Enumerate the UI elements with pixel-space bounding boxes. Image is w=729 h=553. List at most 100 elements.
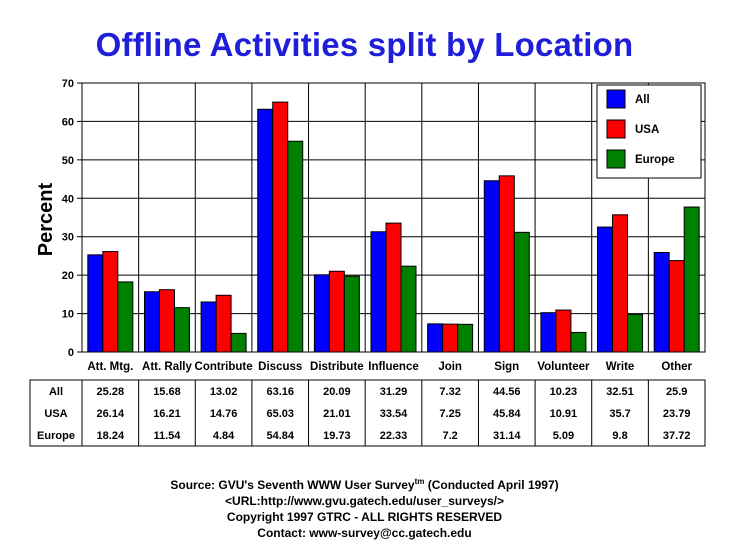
x-tick-label: Write bbox=[606, 361, 635, 373]
table-cell: 25.28 bbox=[97, 386, 125, 398]
legend-label-europe: Europe bbox=[635, 154, 675, 166]
table-cell: 18.24 bbox=[97, 430, 125, 442]
bar-europe bbox=[570, 331, 587, 353]
contact-line: Contact: www-survey@cc.gatech.edu bbox=[257, 526, 472, 540]
x-tick-label: Influence bbox=[368, 361, 418, 373]
table-cell: 9.8 bbox=[612, 430, 627, 442]
table-cell: 45.84 bbox=[493, 408, 521, 420]
x-tick-label: Sign bbox=[494, 361, 519, 373]
table-cell: 10.91 bbox=[550, 408, 578, 420]
bar-all bbox=[257, 108, 274, 353]
table-cell: 14.76 bbox=[210, 408, 238, 420]
chart-title: Offline Activities split by Location bbox=[95, 26, 634, 63]
table-cell: 35.7 bbox=[609, 408, 630, 420]
bar-europe bbox=[627, 313, 644, 353]
bar-europe bbox=[400, 265, 417, 353]
y-axis-title: Percent bbox=[35, 182, 57, 256]
table-cell: 19.73 bbox=[323, 430, 351, 442]
bar-europe bbox=[683, 206, 700, 353]
legend-swatch-europe bbox=[606, 149, 626, 169]
table-cell: 65.03 bbox=[266, 408, 294, 420]
table-cell: 16.21 bbox=[153, 408, 181, 420]
table-cell: 63.16 bbox=[266, 386, 294, 398]
copyright-line: Copyright 1997 GTRC - ALL RIGHTS RESERVE… bbox=[226, 510, 503, 524]
table-cell: 32.51 bbox=[606, 386, 634, 398]
bar-usa bbox=[612, 214, 629, 353]
bar-usa bbox=[668, 260, 685, 353]
table-cell: 10.23 bbox=[550, 386, 578, 398]
bar-europe bbox=[230, 332, 247, 353]
table-cell: 23.79 bbox=[663, 408, 691, 420]
table-row-label: Europe bbox=[37, 430, 75, 442]
y-tick-label: 10 bbox=[62, 309, 74, 321]
bar-usa bbox=[442, 323, 459, 353]
y-tick-label: 60 bbox=[62, 116, 74, 128]
x-tick-label: Volunteer bbox=[537, 361, 590, 373]
bar-usa bbox=[158, 289, 175, 353]
table-cell: 26.14 bbox=[97, 408, 125, 420]
y-tick-label: 70 bbox=[62, 78, 74, 90]
y-tick-label: 50 bbox=[62, 155, 74, 167]
table-cell: 4.84 bbox=[213, 430, 235, 442]
table-cell: 21.01 bbox=[323, 408, 351, 420]
bar-all bbox=[540, 312, 557, 353]
bar-usa bbox=[102, 251, 119, 353]
trademark-mark: tm bbox=[414, 477, 425, 486]
legend-label-all: All bbox=[635, 94, 650, 106]
y-tick-label: 30 bbox=[62, 232, 74, 244]
y-tick-label: 40 bbox=[62, 193, 74, 205]
x-tick-label: Discuss bbox=[258, 361, 302, 373]
bar-chart: 0 10 20 30 40 50 60 70 Att. Mtg. Att. Rally Contri… bbox=[29, 78, 706, 447]
source-line: Source: GVU's Seventh WWW User Surveytm … bbox=[0, 474, 729, 493]
source-text: Source: GVU's Seventh WWW User Survey bbox=[170, 478, 415, 492]
source-url: <URL:http://www.gvu.gatech.edu/user_surv… bbox=[225, 494, 504, 508]
table-cell: 31.14 bbox=[493, 430, 521, 442]
bar-europe bbox=[343, 275, 360, 353]
bar-usa bbox=[215, 294, 232, 353]
table-cell: 44.56 bbox=[493, 386, 521, 398]
data-table-frame bbox=[29, 379, 706, 447]
y-tick-label: 0 bbox=[68, 347, 74, 359]
x-tick-label: Distribute bbox=[310, 361, 364, 373]
bar-usa bbox=[385, 222, 402, 353]
table-cell: 25.9 bbox=[666, 386, 687, 398]
plot-frame bbox=[81, 82, 706, 353]
bar-all bbox=[143, 291, 160, 353]
legend-label-usa: USA bbox=[635, 124, 659, 136]
bar-all bbox=[313, 274, 330, 353]
table-cell: 11.54 bbox=[153, 430, 181, 442]
table-row-label: All bbox=[49, 386, 63, 398]
bar-all bbox=[200, 301, 217, 353]
table-cell: 22.33 bbox=[380, 430, 408, 442]
table-cell: 5.09 bbox=[553, 430, 574, 442]
bar-usa bbox=[272, 101, 289, 353]
table-cell: 7.2 bbox=[442, 430, 457, 442]
x-tick-label: Other bbox=[661, 361, 692, 373]
bar-europe bbox=[457, 323, 474, 353]
bar-usa bbox=[328, 270, 345, 353]
x-tick-label: Att. Rally bbox=[142, 361, 192, 373]
bar-europe bbox=[117, 281, 134, 353]
bar-all bbox=[597, 226, 614, 353]
bar-europe bbox=[173, 307, 190, 353]
source-date: (Conducted April 1997) bbox=[424, 478, 559, 492]
bar-europe bbox=[287, 140, 304, 353]
x-tick-label: Contribute bbox=[195, 361, 253, 373]
bar-all bbox=[653, 251, 670, 353]
bar-all bbox=[87, 254, 104, 353]
table-cell: 13.02 bbox=[210, 386, 238, 398]
table-cell: 37.72 bbox=[663, 430, 691, 442]
bar-usa bbox=[555, 309, 572, 353]
x-tick-label: Join bbox=[438, 361, 462, 373]
table-cell: 33.54 bbox=[380, 408, 408, 420]
bar-europe bbox=[513, 231, 530, 353]
footer: Source: GVU's Seventh WWW User Surveytm … bbox=[0, 474, 729, 541]
bar-all bbox=[483, 180, 500, 353]
bar-all bbox=[370, 231, 387, 353]
table-cell: 7.32 bbox=[439, 386, 460, 398]
table-row-label: USA bbox=[44, 408, 67, 420]
legend-swatch-usa bbox=[606, 119, 626, 139]
table-cell: 54.84 bbox=[266, 430, 294, 442]
y-tick-label: 20 bbox=[62, 270, 74, 282]
bar-all bbox=[427, 323, 444, 353]
